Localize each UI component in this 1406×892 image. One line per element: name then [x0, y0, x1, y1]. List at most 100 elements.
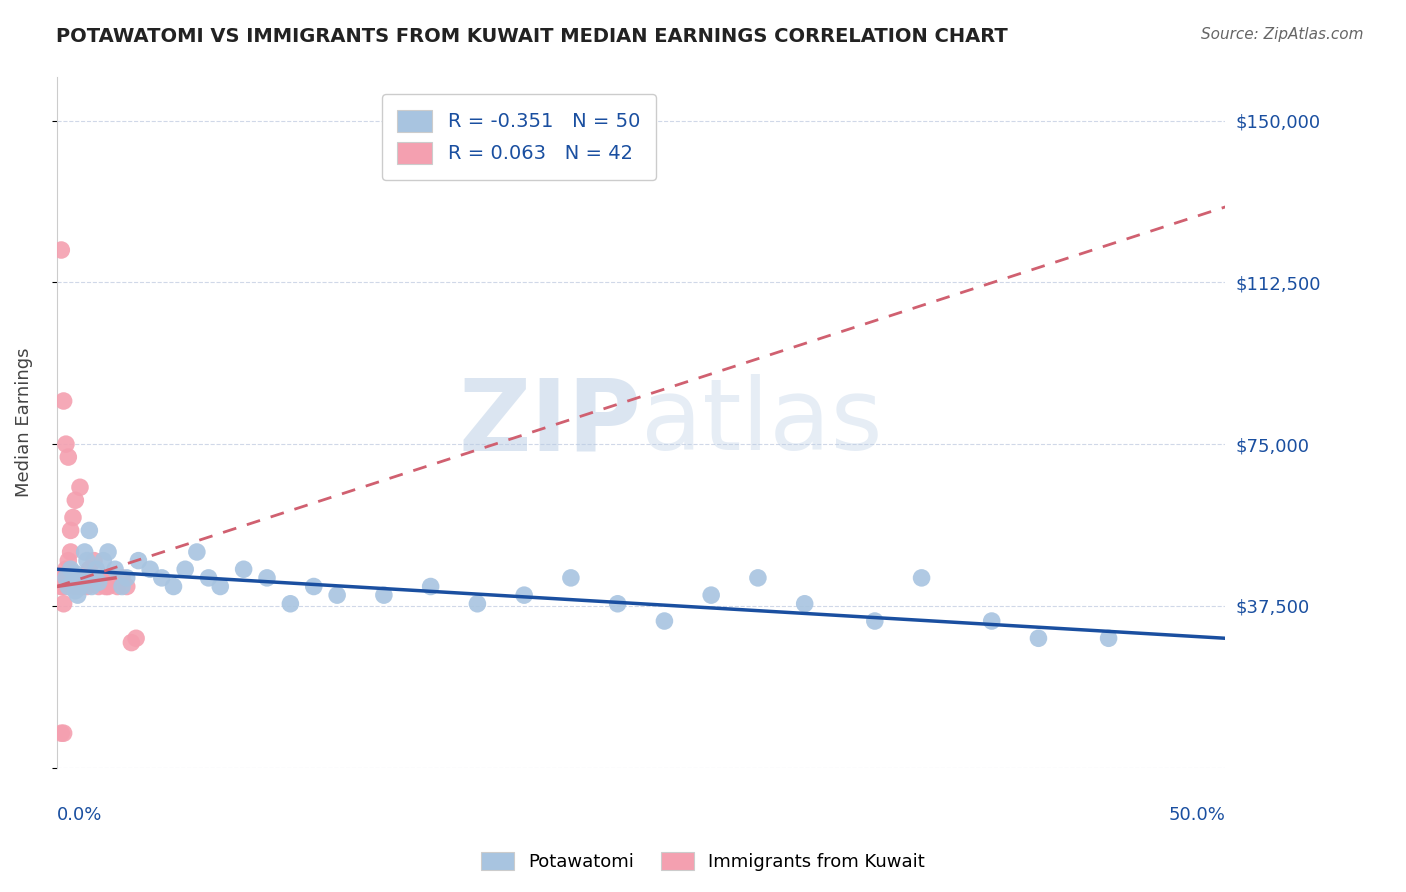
Point	[80, 571, 103, 585]
Legend: R = -0.351   N = 50, R = 0.063   N = 42: R = -0.351 N = 50, R = 0.063 N = 42	[382, 94, 657, 180]
Point	[115, 580, 138, 594]
Point	[76, 554, 98, 568]
Point	[125, 632, 148, 646]
Point	[69, 480, 91, 494]
Point	[58, 571, 80, 585]
Point	[58, 450, 80, 464]
Point	[747, 571, 769, 585]
Point	[69, 571, 91, 585]
Point	[115, 571, 138, 585]
Point	[72, 575, 94, 590]
Text: 0.0%: 0.0%	[56, 805, 103, 823]
Point	[52, 575, 75, 590]
Point	[560, 571, 582, 585]
Point	[513, 588, 536, 602]
Point	[55, 437, 77, 451]
Point	[58, 554, 80, 568]
Point	[58, 580, 80, 594]
Point	[73, 571, 96, 585]
Text: POTAWATOMI VS IMMIGRANTS FROM KUWAIT MEDIAN EARNINGS CORRELATION CHART: POTAWATOMI VS IMMIGRANTS FROM KUWAIT MED…	[56, 27, 1008, 45]
Point	[51, 243, 73, 257]
Point	[97, 580, 120, 594]
Point	[80, 580, 103, 594]
Point	[120, 635, 142, 649]
Point	[606, 597, 628, 611]
Point	[72, 580, 94, 594]
Point	[280, 597, 302, 611]
Point	[209, 580, 232, 594]
Point	[62, 510, 84, 524]
Point	[86, 562, 108, 576]
Text: 50.0%: 50.0%	[1168, 805, 1226, 823]
Point	[94, 580, 117, 594]
Point	[980, 614, 1002, 628]
Point	[59, 562, 82, 576]
Point	[65, 566, 87, 581]
Point	[97, 545, 120, 559]
Point	[52, 597, 75, 611]
Point	[419, 580, 441, 594]
Point	[59, 524, 82, 538]
Point	[51, 726, 73, 740]
Point	[73, 545, 96, 559]
Point	[93, 575, 115, 590]
Point	[111, 580, 134, 594]
Point	[66, 588, 89, 602]
Point	[150, 571, 173, 585]
Point	[51, 580, 73, 594]
Point	[174, 562, 197, 576]
Point	[51, 580, 73, 594]
Point	[86, 571, 108, 585]
Point	[700, 588, 723, 602]
Point	[139, 562, 162, 576]
Point	[62, 571, 84, 585]
Point	[654, 614, 676, 628]
Point	[104, 562, 127, 576]
Point	[65, 580, 87, 594]
Point	[863, 614, 886, 628]
Point	[256, 571, 278, 585]
Point	[111, 571, 134, 585]
Point	[52, 394, 75, 409]
Point	[326, 588, 349, 602]
Point	[87, 575, 110, 590]
Legend: Potawatomi, Immigrants from Kuwait: Potawatomi, Immigrants from Kuwait	[474, 845, 932, 879]
Point	[65, 493, 87, 508]
Text: atlas: atlas	[641, 374, 883, 471]
Point	[793, 597, 815, 611]
Point	[302, 580, 325, 594]
Point	[467, 597, 489, 611]
Point	[79, 562, 101, 576]
Point	[1097, 632, 1119, 646]
Point	[52, 726, 75, 740]
Point	[55, 562, 77, 576]
Point	[90, 571, 112, 585]
Point	[105, 580, 128, 594]
Point	[66, 580, 89, 594]
Point	[186, 545, 208, 559]
Text: ZIP: ZIP	[458, 374, 641, 471]
Point	[197, 571, 219, 585]
Text: Source: ZipAtlas.com: Source: ZipAtlas.com	[1201, 27, 1364, 42]
Point	[76, 580, 98, 594]
Point	[373, 588, 395, 602]
Point	[62, 575, 84, 590]
Point	[83, 571, 105, 585]
Point	[69, 571, 91, 585]
Point	[79, 524, 101, 538]
Point	[59, 545, 82, 559]
Point	[52, 571, 75, 585]
Point	[101, 571, 124, 585]
Point	[83, 554, 105, 568]
Point	[162, 580, 184, 594]
Point	[910, 571, 932, 585]
Point	[1028, 632, 1050, 646]
Point	[93, 554, 115, 568]
Y-axis label: Median Earnings: Median Earnings	[15, 348, 32, 498]
Point	[232, 562, 254, 576]
Point	[55, 580, 77, 594]
Point	[65, 583, 87, 598]
Point	[69, 580, 91, 594]
Point	[55, 571, 77, 585]
Point	[87, 580, 110, 594]
